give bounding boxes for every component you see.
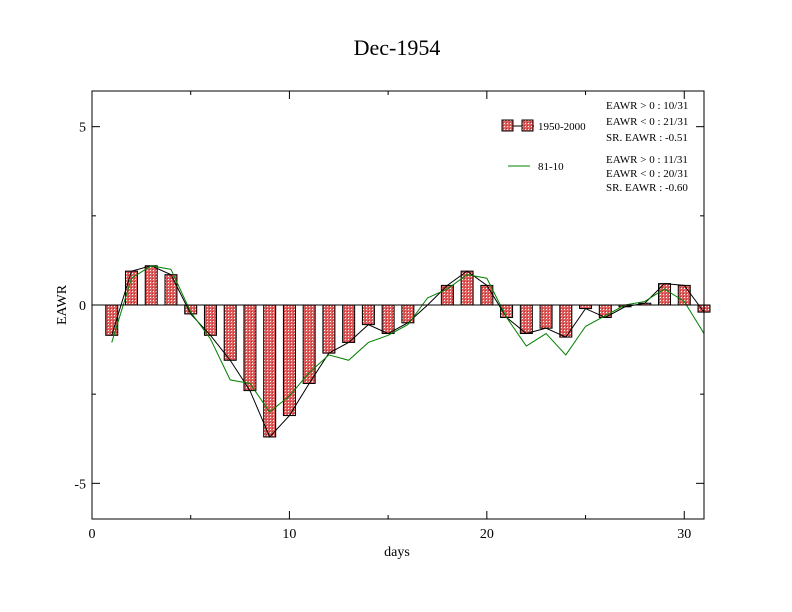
legend-swatch-left [501, 119, 514, 132]
chart-title: Dec-1954 [354, 35, 441, 60]
stat-sr-1950-2000: SR. EAWR : -0.51 [606, 132, 688, 144]
bar-day-15 [381, 304, 395, 335]
legend: 1950-2000 81-10 [501, 119, 586, 173]
series-line-81-10 [111, 265, 705, 413]
stats-block-1950-2000: EAWR > 0 : 10/31 EAWR < 0 : 21/31 SR. EA… [606, 100, 688, 144]
y-tick-label--5: -5 [74, 477, 86, 492]
legend-entry-1950-2000: 1950-2000 [501, 119, 586, 133]
bar-day-18 [440, 284, 454, 306]
bar-day-11 [302, 304, 316, 384]
bar-day-14 [361, 304, 375, 326]
bar-day-20 [480, 284, 494, 306]
stat-negative-1950-2000: EAWR < 0 : 21/31 [606, 116, 688, 128]
bar-day-12 [322, 304, 336, 354]
lines-layer [111, 265, 705, 438]
legend-label-81-10: 81-10 [538, 161, 564, 173]
bar-day-22 [519, 304, 533, 335]
legend-swatch-right [521, 119, 534, 132]
x-tick-label-20: 20 [480, 527, 494, 542]
y-axis-label: EAWR [55, 284, 70, 325]
series-line-1950-2000 [111, 265, 705, 438]
bar-day-16 [401, 304, 415, 324]
x-tick-label-30: 30 [677, 527, 691, 542]
bar-day-13 [342, 304, 356, 343]
bar-day-23 [539, 304, 553, 329]
bar-day-8 [243, 304, 257, 392]
stat-negative-81-10: EAWR < 0 : 20/31 [606, 168, 688, 180]
stat-positive-1950-2000: EAWR > 0 : 10/31 [606, 100, 688, 112]
x-tick-label-10: 10 [282, 527, 296, 542]
x-tick-label-0: 0 [89, 527, 96, 542]
legend-entry-81-10: 81-10 [508, 161, 564, 173]
bar-day-19 [460, 270, 474, 306]
bar-day-29 [658, 283, 672, 306]
stat-positive-81-10: EAWR > 0 : 11/31 [606, 154, 688, 166]
ticks-layer: 0 10 20 30 5 0 -5 [74, 91, 704, 542]
bar-day-9 [263, 304, 277, 438]
bars-layer [105, 265, 711, 438]
x-axis-label: days [384, 545, 410, 560]
bar-day-3 [144, 265, 158, 306]
bar-day-2 [124, 270, 138, 306]
bar-day-7 [223, 304, 237, 361]
stats-block-81-10: EAWR > 0 : 11/31 EAWR < 0 : 20/31 SR. EA… [606, 154, 688, 194]
stat-sr-81-10: SR. EAWR : -0.60 [606, 182, 688, 194]
legend-label-1950-2000: 1950-2000 [538, 121, 586, 133]
y-tick-label-5: 5 [79, 121, 86, 136]
bar-day-24 [559, 304, 573, 338]
y-tick-label-0: 0 [79, 299, 86, 314]
